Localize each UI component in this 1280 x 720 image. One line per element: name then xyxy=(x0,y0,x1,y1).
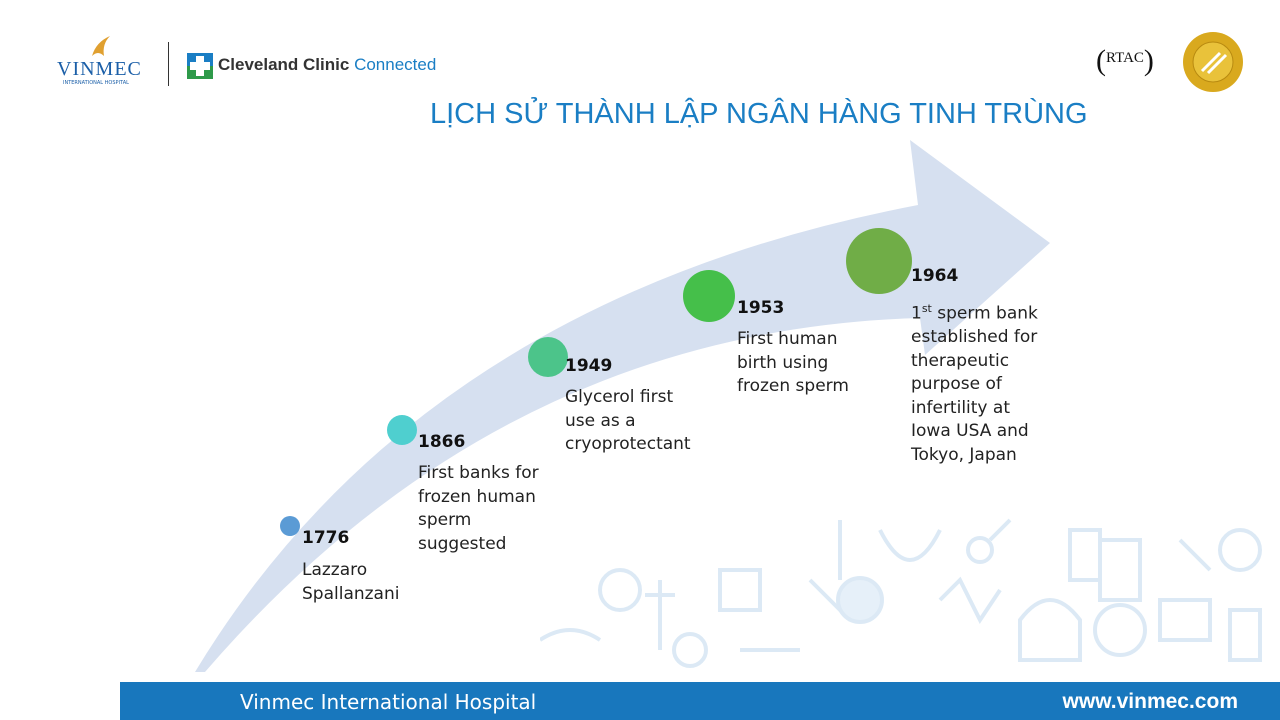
timeline-dot-1953 xyxy=(683,270,735,322)
jci-seal-icon xyxy=(1183,32,1243,92)
timeline-year: 1866 xyxy=(418,432,466,452)
footer-website: www.vinmec.com xyxy=(1062,690,1238,713)
rtac-logo: (RTAC) xyxy=(1096,44,1154,77)
timeline-dot-1866 xyxy=(387,415,417,445)
timeline-dot-1776 xyxy=(280,516,300,536)
vinmec-logo: VINMEC xyxy=(57,58,142,80)
cleveland-light: Connected xyxy=(354,55,437,74)
timeline-desc: First banks for frozen human sperm sugge… xyxy=(418,463,539,554)
page-title: LỊCH SỬ THÀNH LẬP NGÂN HÀNG TINH TRÙNG xyxy=(430,98,1088,130)
timeline-dot-1964 xyxy=(846,228,912,294)
medical-icons-watermark xyxy=(540,518,1262,668)
timeline-dot-1949 xyxy=(528,337,568,377)
timeline-year: 1949 xyxy=(565,356,613,376)
timeline-desc: Lazzaro Spallanzani xyxy=(302,560,400,604)
timeline-desc: First human birth using frozen sperm xyxy=(737,329,849,396)
footer-bar: Vinmec International Hospital www.vinmec… xyxy=(120,682,1280,720)
timeline-desc: Glycerol first use as a cryoprotectant xyxy=(565,387,691,454)
timeline-year: 1776 xyxy=(302,528,350,548)
vinmec-bird-icon xyxy=(92,36,110,56)
timeline-year: 1953 xyxy=(737,298,785,318)
cleveland-cross-icon xyxy=(187,53,213,79)
logo-divider xyxy=(168,42,169,86)
vinmec-logo-sub: INTERNATIONAL HOSPITAL xyxy=(63,80,129,86)
timeline-year: 1964 xyxy=(911,266,959,286)
cleveland-bold: Cleveland Clinic xyxy=(218,55,350,74)
cleveland-logo: Cleveland Clinic Connected xyxy=(218,55,436,75)
footer-hospital-name: Vinmec International Hospital xyxy=(240,690,537,714)
timeline-desc: 1st sperm bank established for therapeut… xyxy=(911,302,1038,465)
